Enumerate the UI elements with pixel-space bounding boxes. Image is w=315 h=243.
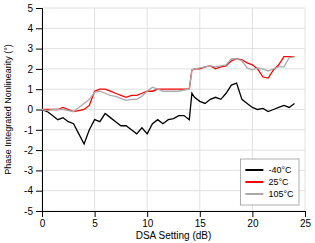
y-tick-mark <box>36 8 42 9</box>
grid-line-y <box>42 8 305 9</box>
x-tick-label: 5 <box>92 218 98 229</box>
x-tick: 0 <box>40 211 46 229</box>
y-tick-label: -1 <box>24 125 33 136</box>
y-tick-mark <box>36 28 42 29</box>
y-tick-mark <box>36 150 42 151</box>
x-tick-label: 10 <box>142 218 154 229</box>
x-tick: 10 <box>142 211 154 229</box>
x-tick: 15 <box>195 211 207 229</box>
y-tick: 5 <box>27 3 42 14</box>
y-tick-label: -5 <box>24 206 33 217</box>
series-line <box>42 83 294 144</box>
x-tick: 25 <box>300 211 312 229</box>
x-tick-mark <box>305 211 306 217</box>
chart: 0 5 10 15 20 25 -5 -4 -3 -2 -1 0 1 2 3 4 5 DSA Setting (d… <box>0 0 315 243</box>
y-tick: 1 <box>27 84 42 95</box>
y-axis: -5 -4 -3 -2 -1 0 1 2 3 4 5 <box>24 3 42 217</box>
x-axis-line <box>43 212 306 218</box>
y-tick-mark <box>36 211 42 212</box>
y-axis-line <box>36 9 43 212</box>
y-tick-mark <box>36 191 42 192</box>
y-tick-mark <box>36 170 42 171</box>
y-tick-label: -3 <box>24 165 33 176</box>
grid <box>42 8 305 211</box>
y-tick: -4 <box>24 185 42 196</box>
x-tick-label: 15 <box>195 218 207 229</box>
y-tick-mark <box>36 69 42 70</box>
y-tick-label: -2 <box>24 145 33 156</box>
x-tick-mark <box>95 211 96 217</box>
y-tick: -5 <box>24 206 42 217</box>
grid-line-y <box>42 28 305 29</box>
x-axis-title: DSA Setting (dB) <box>136 230 212 241</box>
x-tick: 5 <box>92 211 98 229</box>
series-line <box>42 57 294 112</box>
legend-swatch <box>245 169 263 171</box>
grid-line-y <box>42 48 305 49</box>
y-tick: 3 <box>27 43 42 54</box>
legend-label: 105°C <box>268 189 294 199</box>
x-tick-label: 0 <box>40 218 46 229</box>
legend-item: 105°C <box>245 189 294 199</box>
y-tick-label: 3 <box>27 43 33 54</box>
y-tick-mark <box>36 110 42 111</box>
y-tick-label: 0 <box>27 104 33 115</box>
y-tick: -3 <box>24 165 42 176</box>
y-tick: -1 <box>24 125 42 136</box>
legend-frame <box>240 159 299 205</box>
legend-item: 25°C <box>245 177 289 187</box>
legend-swatch <box>245 181 263 183</box>
y-tick: 2 <box>27 64 42 75</box>
legend: -40°C 25°C 105°C <box>240 159 299 205</box>
y-tick-label: 5 <box>27 3 33 14</box>
y-tick-label: 2 <box>27 64 33 75</box>
plot-area <box>42 57 294 144</box>
y-tick-mark <box>36 130 42 131</box>
series-line <box>42 57 294 112</box>
y-tick-label: -4 <box>24 185 33 196</box>
grid-line-y <box>42 129 305 130</box>
x-tick-mark <box>252 211 253 217</box>
x-tick: 20 <box>247 211 259 229</box>
grid-line-y <box>42 150 305 151</box>
legend-swatch <box>245 193 263 195</box>
legend-label: -40°C <box>268 165 292 175</box>
legend-item: -40°C <box>245 165 292 175</box>
x-axis: 0 5 10 15 20 25 <box>40 211 312 229</box>
x-tick-mark <box>147 211 148 217</box>
x-tick-mark <box>200 211 201 217</box>
y-axis-title: Phase Integrated Nonlinearity (°) <box>3 44 13 175</box>
y-tick-mark <box>36 49 42 50</box>
y-tick: 4 <box>27 23 42 34</box>
y-tick-mark <box>36 89 42 90</box>
x-tick-label: 20 <box>247 218 259 229</box>
legend-label: 25°C <box>268 177 289 187</box>
x-tick-label: 25 <box>300 218 312 229</box>
y-tick-label: 4 <box>27 23 33 34</box>
y-tick: -2 <box>24 145 42 156</box>
y-tick-label: 1 <box>27 84 33 95</box>
y-tick: 0 <box>27 104 42 115</box>
